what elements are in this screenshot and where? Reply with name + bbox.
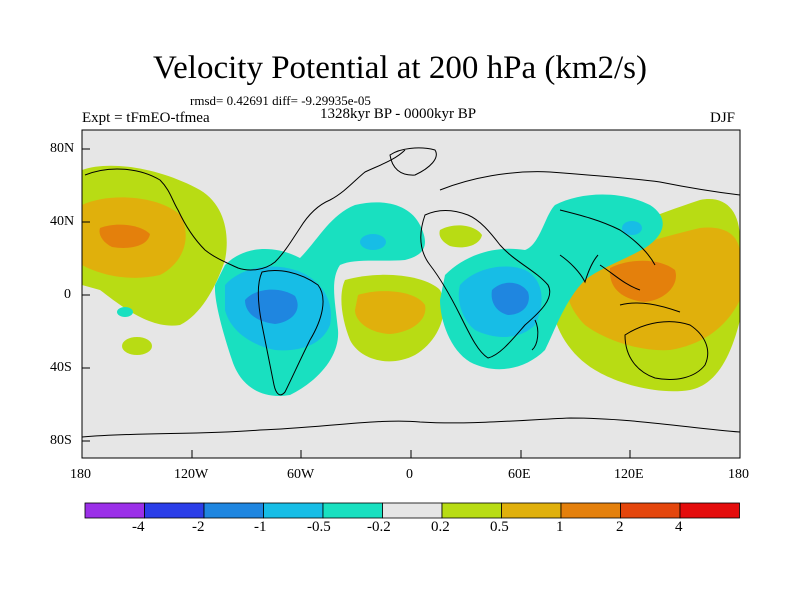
axis-ticks [81,148,741,458]
coast-europe-africa [420,210,551,359]
negative-region-epacific [117,307,133,317]
positive-region-mediterranean [439,225,482,248]
colorbar-label-2: -2 [192,519,205,535]
lightblue-region-atlantic [360,234,386,250]
colorbar-label-9: 2 [616,519,624,535]
colorbar-box-3 [203,502,264,519]
colorbar-box-4 [263,502,324,519]
coast-australia [624,321,709,380]
colorbar-box-8 [501,502,562,519]
lightblue-region-asia [622,221,642,235]
lat-label-80n: 80N [50,141,75,156]
coastlines [82,147,740,438]
coast-north-america [84,149,406,271]
coast-southeast-asia [599,264,681,313]
colorbar-label-7: 0.5 [490,519,509,535]
lon-label-60w: 60W [287,467,315,482]
darkorange-region-indopacific [609,260,676,302]
contour-fields [82,165,740,396]
period-label: 1328kyr BP - 0000kyr BP [320,106,477,122]
coast-antarctica [82,417,740,438]
lat-label-40s: 40S [50,360,72,375]
map-title: Velocity Potential at 200 hPa (km2/s) [152,50,648,86]
lat-label-40n: 40N [50,214,75,229]
colorbar-box-9 [560,502,621,519]
coast-eurasia [439,171,740,266]
lon-label-180e: 180 [728,467,749,482]
colorbar-box-11 [679,502,740,519]
lat-label-0: 0 [64,287,71,302]
lon-label-120e: 120E [614,467,644,482]
experiment-label: Expt = tFmEO-tfmea [82,110,210,126]
colorbar-label-1: -4 [132,519,145,535]
lon-label-60e: 60E [508,467,531,482]
colorbar [84,502,740,519]
colorbar-box-10 [620,502,681,519]
colorbar-box-1 [84,502,145,519]
coast-south-america [257,270,324,396]
colorbar-box-5 [322,502,383,519]
colorbar-label-3: -1 [254,519,267,535]
orange-region-satlantic [355,291,426,334]
season-label: DJF [710,110,736,126]
colorbar-box-6 [382,502,443,519]
lat-label-80s: 80S [50,433,72,448]
positive-region-spacific [122,337,152,355]
lon-label-180w: 180 [70,467,91,482]
colorbar-box-7 [441,502,502,519]
lon-label-0: 0 [406,467,413,482]
coast-greenland [389,147,437,176]
colorbar-label-10: 4 [675,519,683,535]
coast-indian-subcontinent [559,254,599,284]
colorbar-label-4: -0.5 [307,519,331,535]
darkorange-region-npacific [99,224,150,248]
colorbar-label-6: 0.2 [431,519,450,535]
colorbar-box-2 [144,502,205,519]
colorbar-label-8: 1 [556,519,564,535]
lon-label-120w: 120W [174,467,209,482]
stats-line: rmsd= 0.42691 diff= -9.29935e-05 [190,93,371,108]
blue-core-africa [491,282,529,315]
coast-madagascar [531,319,539,351]
colorbar-label-5: -0.2 [367,519,391,535]
